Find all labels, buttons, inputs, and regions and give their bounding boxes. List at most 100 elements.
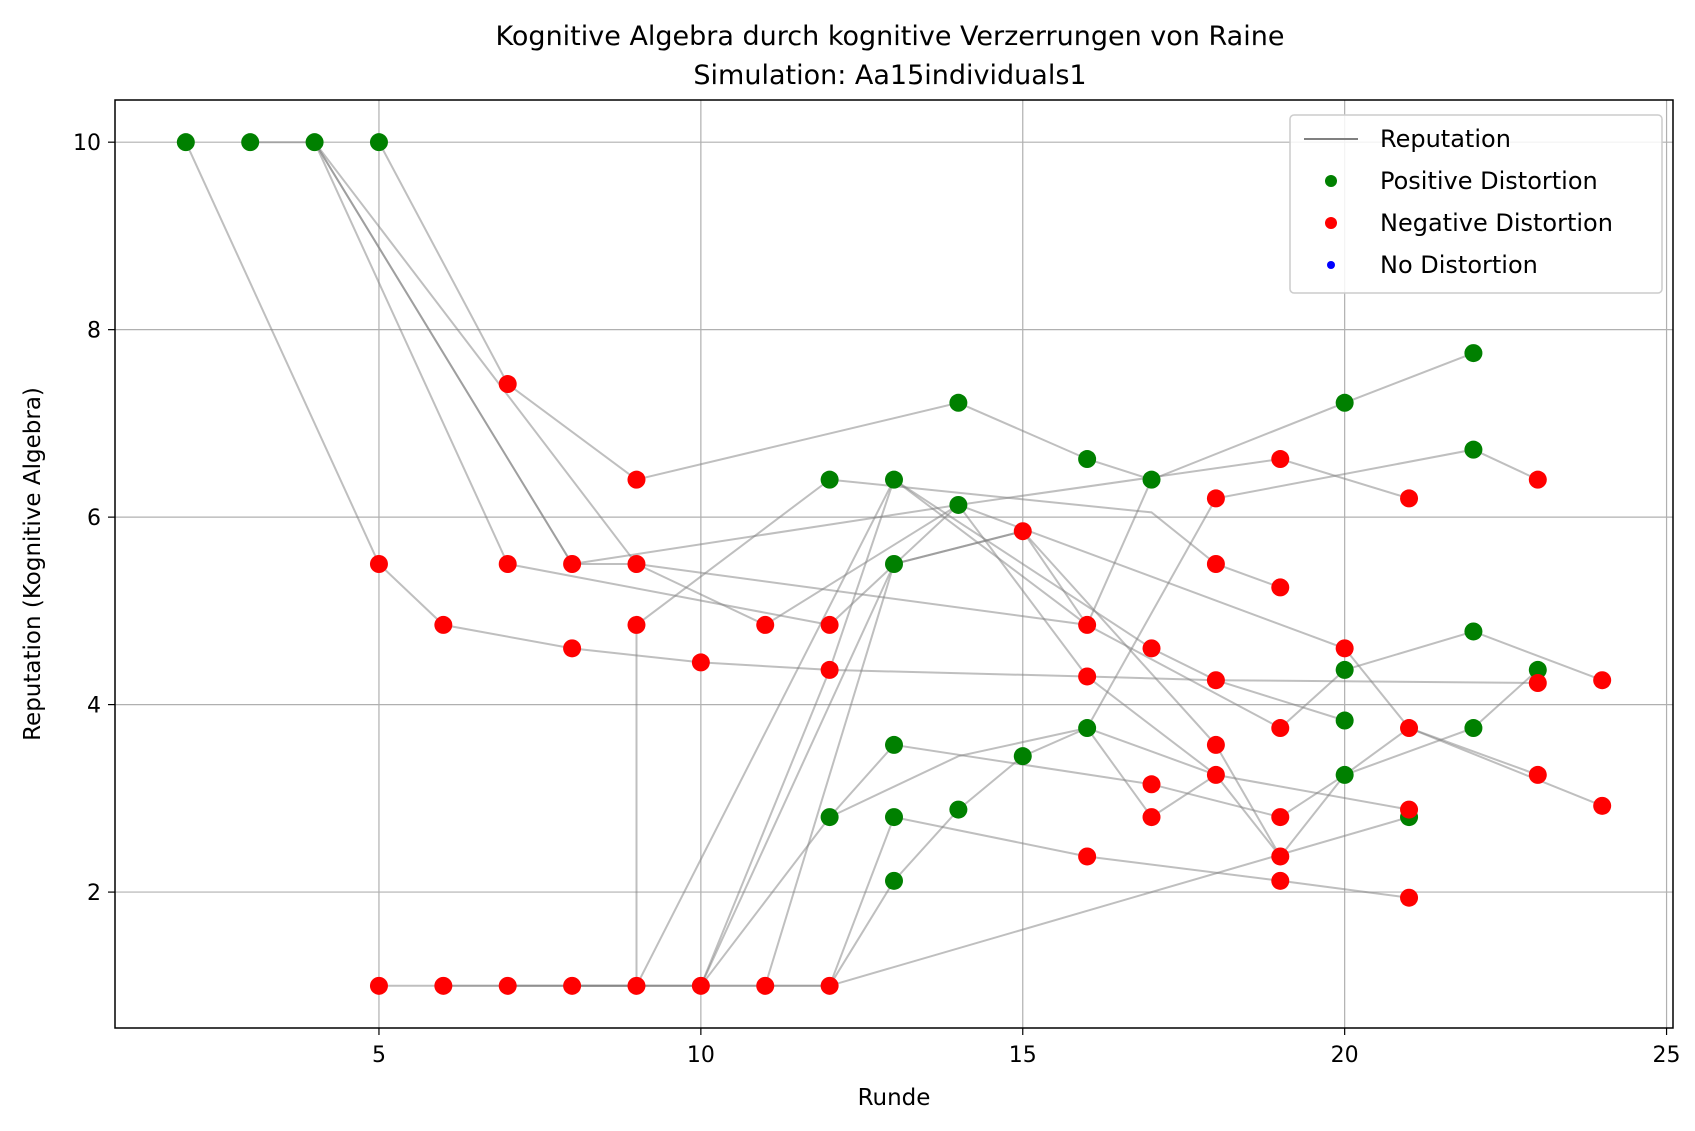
negative-distortion-point bbox=[1335, 639, 1354, 658]
x-tick-label: 25 bbox=[1653, 1043, 1681, 1068]
y-tick-label: 10 bbox=[73, 131, 101, 156]
plot-frame bbox=[114, 99, 1674, 1029]
negative-distortion-point bbox=[498, 555, 517, 573]
reputation-line bbox=[700, 726, 1603, 987]
negative-distortion-point bbox=[1528, 765, 1547, 784]
negative-distortion-point bbox=[1593, 796, 1612, 815]
negative-distortion-point bbox=[1206, 671, 1225, 690]
legend-label-none: No Distortion bbox=[1380, 251, 1538, 279]
reputation-line bbox=[1086, 727, 1217, 819]
reputation-line bbox=[828, 448, 1539, 987]
negative-distortion-point bbox=[434, 976, 453, 995]
negative-distortion-point bbox=[1206, 735, 1225, 754]
negative-distortion-point bbox=[691, 653, 710, 672]
y-tick-label: 6 bbox=[87, 506, 101, 531]
reputation-line bbox=[765, 815, 1410, 987]
legend-marker-none bbox=[1327, 261, 1335, 269]
negative-distortion-point bbox=[1206, 489, 1225, 508]
positive-distortion-point bbox=[885, 470, 903, 489]
y-tick-label: 8 bbox=[87, 319, 101, 344]
negative-distortion-point bbox=[498, 375, 517, 394]
positive-distortion-point bbox=[820, 470, 839, 489]
negative-distortion-point bbox=[1528, 674, 1547, 693]
negative-distortion-point bbox=[1271, 808, 1290, 827]
positive-distortion-point bbox=[241, 133, 260, 152]
negative-distortion-point bbox=[369, 976, 388, 995]
y-tick-label: 4 bbox=[87, 694, 101, 719]
negative-distortion-point bbox=[1078, 667, 1097, 686]
positive-distortion-point bbox=[1335, 393, 1354, 412]
reputation-line bbox=[313, 141, 1410, 627]
positive-distortion-point bbox=[369, 133, 388, 152]
negative-distortion-point bbox=[1528, 470, 1547, 489]
reputation-line bbox=[379, 816, 1410, 987]
y-tick-label: 2 bbox=[87, 881, 101, 906]
negative-distortion-point bbox=[1142, 775, 1161, 794]
negative-distortion-point bbox=[1013, 522, 1032, 541]
negative-distortion-point bbox=[1271, 847, 1290, 866]
legend-label-positive: Positive Distortion bbox=[1380, 167, 1598, 195]
reputation-line bbox=[572, 352, 1474, 987]
x-axis-label: Runde bbox=[858, 1085, 931, 1111]
positive-distortion-point bbox=[1464, 344, 1483, 363]
positive-distortion-point bbox=[1528, 660, 1547, 679]
negative-distortion-point bbox=[820, 660, 839, 679]
reputation-line bbox=[700, 530, 1539, 987]
x-axis-ticks: 5 10 15 20 25 bbox=[372, 1028, 1681, 1068]
positive-distortion-point bbox=[949, 800, 968, 819]
x-tick-label: 20 bbox=[1331, 1043, 1359, 1068]
positive-distortion-point bbox=[1464, 440, 1483, 459]
negative-distortion-point bbox=[1271, 578, 1290, 597]
negative-distortion-point bbox=[563, 555, 582, 573]
negative-distortion-point bbox=[1078, 847, 1097, 866]
positive-distortion-point bbox=[885, 555, 903, 573]
negative-distortion-point bbox=[1271, 871, 1290, 890]
positive-distortion-point bbox=[176, 133, 195, 152]
positive-distortion-point bbox=[1464, 622, 1483, 641]
legend-label-negative: Negative Distortion bbox=[1380, 209, 1613, 237]
negative-distortion-point bbox=[1400, 489, 1419, 508]
negative-distortion-point bbox=[756, 976, 775, 995]
negative-distortion-point bbox=[1271, 450, 1290, 469]
negative-distortion-point bbox=[498, 976, 517, 995]
negative-distortion-point bbox=[1206, 555, 1225, 573]
negative-distortion-point bbox=[563, 639, 582, 658]
y-axis-ticks: 2 4 6 8 10 bbox=[73, 131, 115, 906]
negative-distortion-point bbox=[627, 555, 646, 573]
chart-title: Kognitive Algebra durch kognitive Verzer… bbox=[496, 21, 1285, 52]
x-tick-label: 5 bbox=[372, 1043, 386, 1068]
data-points bbox=[176, 133, 1612, 995]
negative-distortion-point bbox=[1142, 808, 1161, 827]
reputation-line bbox=[313, 141, 1410, 811]
negative-distortion-point bbox=[1400, 719, 1419, 738]
negative-distortion-point bbox=[627, 976, 646, 995]
legend-marker-negative bbox=[1325, 217, 1337, 229]
negative-distortion-point bbox=[1271, 719, 1290, 738]
positive-distortion-point bbox=[1078, 719, 1097, 738]
positive-distortion-point bbox=[1335, 711, 1354, 730]
negative-distortion-point bbox=[691, 976, 710, 995]
negative-distortion-point bbox=[1400, 888, 1419, 907]
legend-label-reputation: Reputation bbox=[1380, 125, 1511, 153]
reputation-line bbox=[636, 477, 1088, 987]
positive-distortion-point bbox=[1013, 747, 1032, 766]
negative-distortion-point bbox=[1400, 800, 1419, 819]
positive-distortion-point bbox=[885, 871, 903, 890]
legend: Reputation Positive Distortion Negative … bbox=[1289, 114, 1663, 294]
x-tick-label: 15 bbox=[1009, 1043, 1037, 1068]
reputation-line bbox=[378, 141, 1152, 481]
negative-distortion-point bbox=[1206, 765, 1225, 784]
x-tick-label: 10 bbox=[687, 1043, 715, 1068]
negative-distortion-point bbox=[563, 976, 582, 995]
negative-distortion-point bbox=[820, 615, 839, 634]
positive-distortion-point bbox=[1142, 470, 1161, 489]
negative-distortion-point bbox=[756, 615, 775, 634]
negative-distortion-point bbox=[627, 615, 646, 634]
negative-distortion-point bbox=[820, 976, 839, 995]
legend-box bbox=[1289, 114, 1663, 294]
positive-distortion-point bbox=[1078, 450, 1097, 469]
positive-distortion-point bbox=[1464, 719, 1483, 738]
positive-distortion-point bbox=[1335, 765, 1354, 784]
chart-subtitle: Simulation: Aa15individuals1 bbox=[693, 60, 1086, 91]
